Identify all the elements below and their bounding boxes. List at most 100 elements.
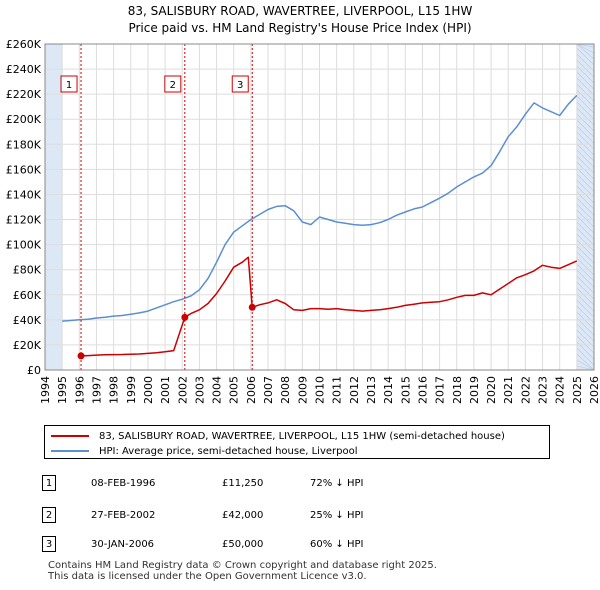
sale-price: £11,250 [222,478,264,489]
property-price-line [80,256,578,357]
hatch-line [576,71,595,90]
x-tick-label: 1999 [125,376,138,404]
chart-subtitle: Price paid vs. HM Land Registry's House … [128,21,472,35]
sale-date: 08-FEB-1996 [91,478,156,489]
hatch-line [576,143,595,162]
sale-label-text: 1 [66,80,72,91]
y-tick-label: £0 [27,364,41,377]
x-tick-label: 2004 [211,376,224,404]
x-tick-label: 1998 [108,376,121,404]
hatch-line [576,287,595,306]
hatch-line [576,77,595,96]
x-tick-label: 2025 [571,376,584,404]
hatch-line [576,161,595,180]
x-tick-label: 2019 [468,376,481,404]
sale-hpi-diff: 25% ↓ HPI [310,510,364,521]
x-tick-label: 2014 [382,376,395,404]
y-tick-label: £180K [6,138,42,151]
y-tick-label: £220K [6,88,42,101]
y-tick-label: £100K [6,239,42,252]
sale-label-box [164,75,182,93]
hatch-line [576,257,595,276]
x-tick-label: 2018 [451,376,464,404]
x-tick-label: 2026 [588,376,600,404]
hatch-line [576,263,595,282]
sale-hpi-diff: 72% ↓ HPI [310,478,364,489]
hatch-line [576,113,595,132]
shade-before-data [45,44,63,370]
x-tick-label: 2022 [519,376,532,404]
x-tick-label: 2007 [262,376,275,404]
x-tick-label: 1996 [73,376,86,404]
hatch-line [576,173,595,192]
hatch-line [576,209,595,228]
hatch-line [576,89,595,108]
hatch-line [576,365,595,371]
y-tick-label: £40K [13,314,42,327]
hatch-line [576,125,595,144]
x-tick-label: 2005 [228,376,241,404]
hatch-line [576,233,595,252]
hatch-line [576,281,595,300]
hatch-line [576,239,595,258]
x-tick-label: 1995 [56,376,69,404]
sale-point [248,303,256,311]
x-tick-label: 2024 [554,376,567,404]
legend-label-hpi: HPI: Average price, semi-detached house,… [99,445,358,457]
sale-point [181,313,189,321]
hatch-line [576,275,595,294]
hatch-line [576,95,595,114]
x-tick-label: 1994 [39,376,52,404]
legend-label-property: 83, SALISBURY ROAD, WAVERTREE, LIVERPOOL… [99,430,505,442]
sale-price: £50,000 [222,539,264,550]
y-tick-label: £20K [13,339,42,352]
legend-item-hpi: HPI: Average price, semi-detached house,… [51,444,358,458]
hatch-line [576,221,595,240]
legend-item-property: 83, SALISBURY ROAD, WAVERTREE, LIVERPOOL… [51,429,505,443]
x-tick-label: 2016 [416,376,429,404]
sale-hpi-diff: 60% ↓ HPI [310,539,364,550]
hatch-line [576,43,595,60]
x-tick-label: 2013 [365,376,378,404]
hatch-line [576,227,595,246]
hatch-line [576,101,595,120]
x-tick-label: 1997 [90,376,103,404]
hatch-line [576,149,595,168]
y-tick-label: £260K [6,38,42,51]
x-tick-label: 2017 [434,376,447,404]
hatch-line [576,215,595,234]
hatch-line [576,329,595,348]
hatch-line [576,347,595,366]
x-tick-label: 2023 [537,376,550,404]
hatch-line [576,317,595,336]
hatch-line [576,43,595,48]
x-tick-label: 2000 [142,376,155,404]
sale-label-text: 2 [170,80,176,91]
hatch-line [576,107,595,126]
hatch-line [576,359,595,371]
hatch-line [576,251,595,270]
chart-title: 83, SALISBURY ROAD, WAVERTREE, LIVERPOOL… [127,4,473,18]
hatch-line [576,269,595,288]
hatch-line [576,299,595,318]
x-tick-label: 2015 [399,376,412,404]
hatch-line [576,293,595,312]
y-tick-label: £60K [13,289,42,302]
y-tick-label: £140K [6,188,42,201]
legend: 83, SALISBURY ROAD, WAVERTREE, LIVERPOOL… [44,425,550,459]
hatch-line [576,83,595,102]
hatch-line [576,197,595,216]
hatch-line [576,353,595,371]
x-tick-label: 2001 [159,376,172,404]
legend-swatch-property [51,435,89,437]
plot-border [44,43,595,371]
y-tick-label: £120K [6,214,42,227]
y-tick-label: £240K [6,63,42,76]
x-tick-label: 2020 [485,376,498,404]
legend-swatch-hpi [51,450,89,452]
hatch-line [576,47,595,66]
sale-date: 30-JAN-2006 [91,539,155,550]
hatch-line [576,43,595,54]
hatch-line [576,311,595,330]
sale-point [77,352,85,360]
